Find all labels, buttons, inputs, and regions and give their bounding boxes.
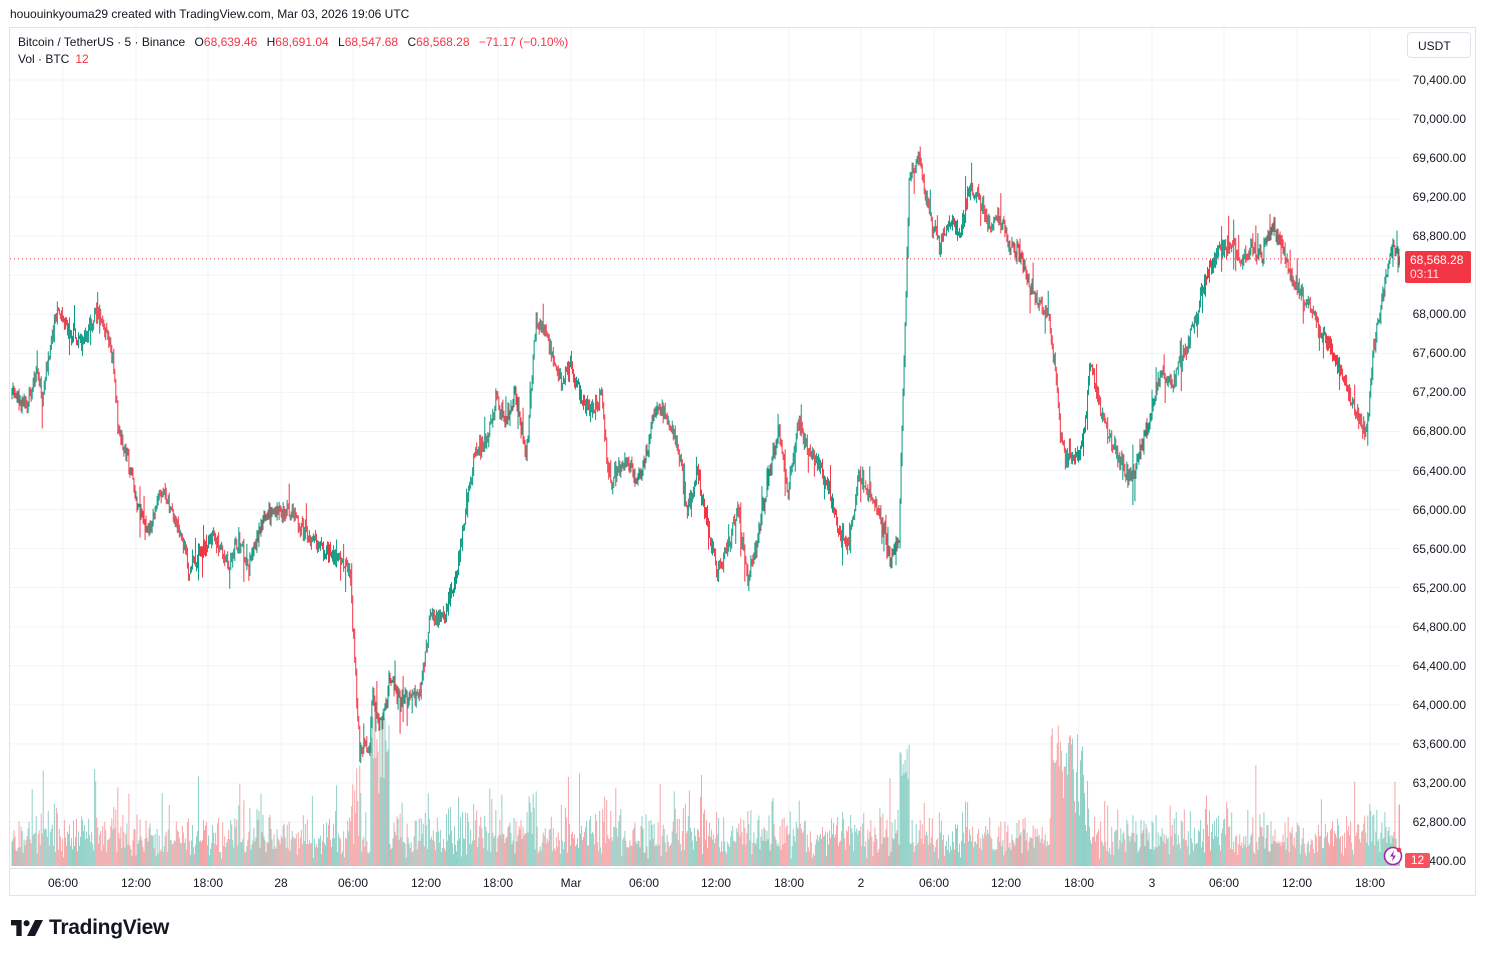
candles [11, 146, 1400, 764]
volume-value: 12 [75, 52, 89, 66]
time-axis-label: 18:00 [192, 876, 224, 890]
price-axis-label: 65,200.00 [1412, 580, 1466, 595]
low-label: L [338, 35, 345, 49]
time-axis-label: 06:00 [47, 876, 79, 890]
volume-label[interactable]: Vol · BTC [18, 52, 70, 66]
time-axis-label: 06:00 [337, 876, 369, 890]
time-axis-label: 12:00 [990, 876, 1022, 890]
price-axis-label: 68,800.00 [1412, 229, 1466, 244]
time-axis-label: 18:00 [482, 876, 514, 890]
price-axis-label: 68,000.00 [1412, 307, 1466, 322]
time-axis-label: 06:00 [918, 876, 950, 890]
change-value: −71.17 (−0.10%) [478, 35, 569, 49]
price-axis-label: 66,400.00 [1412, 463, 1466, 478]
brand-name: TradingView [49, 916, 170, 939]
current-price: 68,568.28 [1410, 253, 1464, 267]
price-axis-label: 62,800.00 [1412, 814, 1466, 829]
price-axis[interactable]: 70,400.00 70,000.00 69,600.00 69,200.00 68,8… [1400, 28, 1475, 868]
price-axis-label: 63,600.00 [1412, 736, 1466, 751]
open-label: O [194, 35, 204, 49]
price-axis-label: 66,800.00 [1412, 424, 1466, 439]
tradingview-logo-icon [11, 920, 43, 936]
chart-frame [9, 27, 1476, 896]
open-value: 68,639.46 [203, 35, 258, 49]
high-label: H [266, 35, 276, 49]
lightning-alert-icon[interactable] [1383, 846, 1403, 866]
price-axis-label: 65,600.00 [1412, 541, 1466, 556]
low-value: 68,547.68 [344, 35, 399, 49]
time-axis-label: 12:00 [120, 876, 152, 890]
time-axis-label: 06:00 [628, 876, 660, 890]
price-axis-label: 70,400.00 [1412, 73, 1466, 87]
time-axis-label: 3 [1148, 876, 1156, 890]
currency-unit-button[interactable]: USDT [1407, 32, 1471, 58]
symbol-title[interactable]: Bitcoin / TetherUS · 5 · Binance [18, 35, 186, 49]
time-axis-label: 12:00 [410, 876, 442, 890]
close-value: 68,568.28 [416, 35, 470, 49]
price-axis-label: 70,000.00 [1412, 112, 1466, 127]
price-axis-label: 69,600.00 [1412, 151, 1466, 166]
time-axis-label: 12:00 [1281, 876, 1313, 890]
time-axis-label: 06:00 [1208, 876, 1240, 890]
price-axis-label: 66,000.00 [1412, 502, 1466, 517]
time-axis-label: 18:00 [773, 876, 805, 890]
time-axis-label: 12:00 [700, 876, 732, 890]
grid [10, 28, 1400, 868]
price-axis-label: 67,600.00 [1412, 346, 1466, 361]
price-axis-label: 69,200.00 [1412, 190, 1466, 205]
bar-countdown: 03:11 [1410, 267, 1440, 281]
time-axis-label: 28 [274, 876, 288, 890]
volume-row: Vol · BTC 12 [18, 51, 568, 68]
time-axis[interactable]: 06:00 12:00 18:00 28 06:00 12:00 18:00 Mar 06:00… [10, 868, 1400, 896]
time-axis-label: 2 [857, 876, 865, 890]
price-axis-label: 64,400.00 [1412, 658, 1466, 673]
price-axis-label: 64,000.00 [1412, 697, 1466, 712]
close-label: C [407, 35, 417, 49]
chart-legend: Bitcoin / TetherUS · 5 · Binance O68,639… [18, 34, 568, 68]
price-volume-plot[interactable] [10, 28, 1400, 868]
time-axis-label: 18:00 [1063, 876, 1095, 890]
time-axis-label: 18:00 [1354, 876, 1386, 890]
time-axis-label: Mar [560, 876, 582, 890]
chart-credit: hououinkyouma29 created with TradingView… [10, 7, 410, 21]
current-price-tag: 68,568.28 03:11 [1405, 251, 1471, 283]
volume-tag: 12 [1405, 853, 1430, 868]
price-axis-label: 63,200.00 [1412, 775, 1466, 790]
volume-bars [11, 701, 1400, 866]
ohlc-row: Bitcoin / TetherUS · 5 · Binance O68,639… [18, 34, 568, 51]
tradingview-logo[interactable]: TradingView [11, 916, 169, 940]
price-axis-label: 64,800.00 [1412, 619, 1466, 634]
price-axis-label: 67,200.00 [1412, 385, 1466, 400]
high-value: 68,691.04 [275, 35, 329, 49]
